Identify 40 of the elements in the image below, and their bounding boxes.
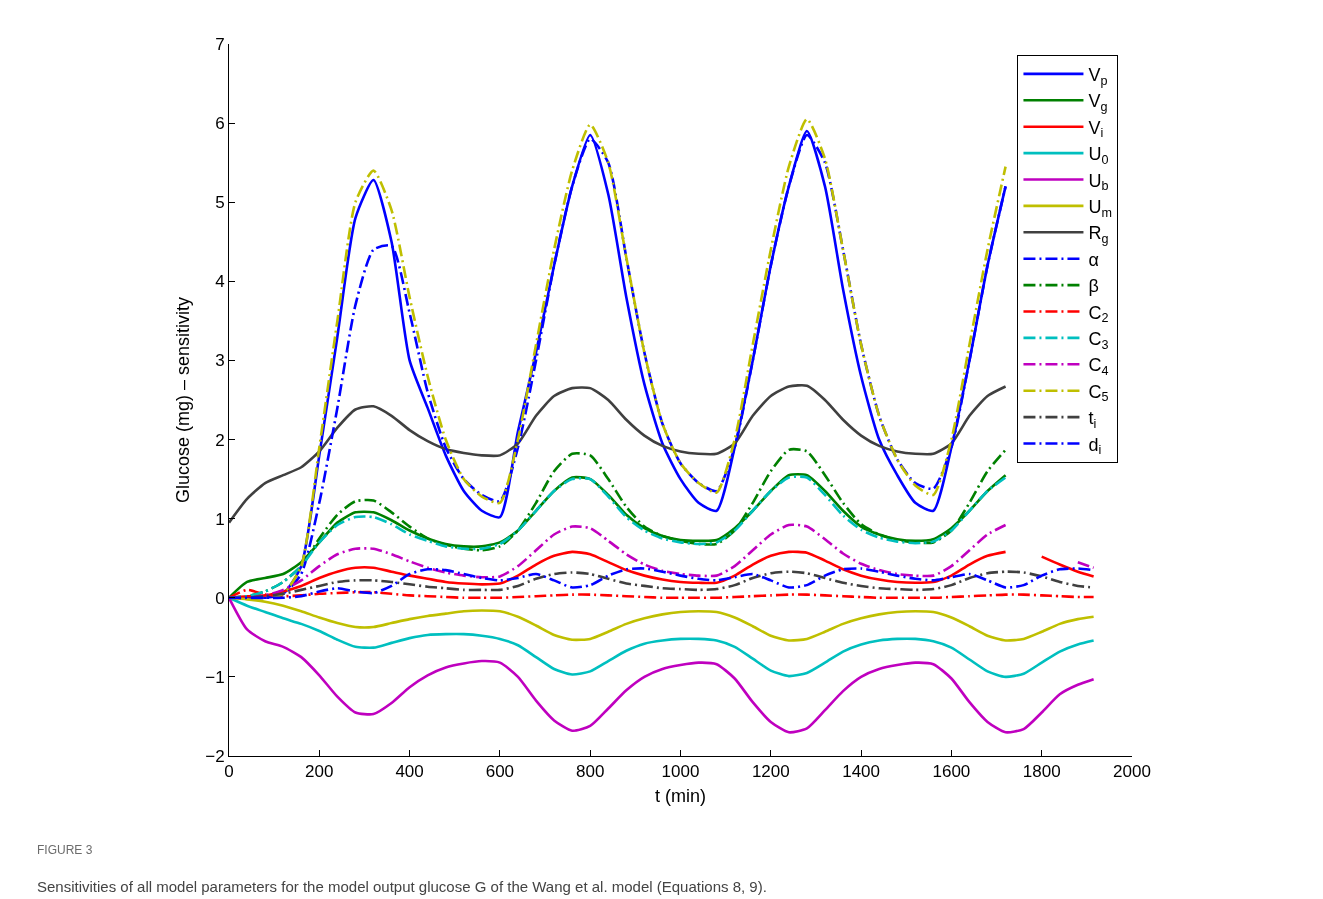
legend-label: U$_{0}$ (1088, 144, 1109, 167)
line-series (229, 383, 1007, 524)
x-tick-label: 1600 (932, 762, 971, 782)
x-tick-label: 2000 (1113, 762, 1151, 782)
y-tick-label: −2 (205, 746, 225, 766)
legend-label: V$_{g}$ (1088, 91, 1108, 115)
y-tick-label: 7 (215, 34, 225, 54)
legend-label: U$_{m}$ (1088, 196, 1112, 220)
x-tick-label: 400 (395, 762, 424, 782)
text: Sensitivities of all model parameters for the model output glucose G of the Wang et al. model (Equations 8, 9). (37, 878, 767, 895)
legend-label: V$_{i}$ (1088, 117, 1104, 141)
legend-label: U$_{b}$ (1088, 170, 1109, 194)
y-tick-label: 4 (215, 272, 225, 292)
legend-label: C$_{4}$ (1088, 355, 1109, 379)
y-tick-label: 6 (215, 114, 225, 134)
y-tick-label: 3 (215, 351, 225, 371)
legend-label: α (1088, 249, 1099, 270)
x-tick-label: 600 (485, 762, 515, 782)
x-tick-label: 1800 (1022, 762, 1061, 782)
legend-label: C$_{5}$ (1088, 381, 1109, 405)
y-tick-label: 2 (215, 430, 225, 450)
y-axis-title: Glucose (mg) – sensitivity (173, 296, 194, 504)
legend-label: V$_{p}$ (1088, 64, 1108, 88)
y-tick-label: 0 (215, 588, 225, 608)
legend-label: t$_{i}$ (1088, 408, 1097, 431)
caption: FIGURE 3 (37, 843, 93, 857)
legend-label: C$_{3}$ (1088, 328, 1109, 352)
y-tick-label: 1 (215, 509, 225, 529)
y-tick-label: 5 (215, 193, 225, 213)
legend-label: C$_{2}$ (1088, 302, 1109, 326)
legend-label: β (1088, 276, 1099, 297)
x-tick-label: 1000 (661, 762, 700, 782)
x-tick-label: 1200 (751, 762, 790, 782)
y-tick-label: −1 (205, 667, 225, 687)
legend-label: d$_{i}$ (1088, 434, 1102, 458)
legend-label: R$_{g}$ (1088, 223, 1109, 247)
x-tick-label: 800 (576, 762, 605, 782)
x-tick-label: 200 (305, 762, 334, 782)
x-axis-title: t (min) (655, 785, 706, 806)
x-tick-label: 1400 (842, 762, 881, 782)
